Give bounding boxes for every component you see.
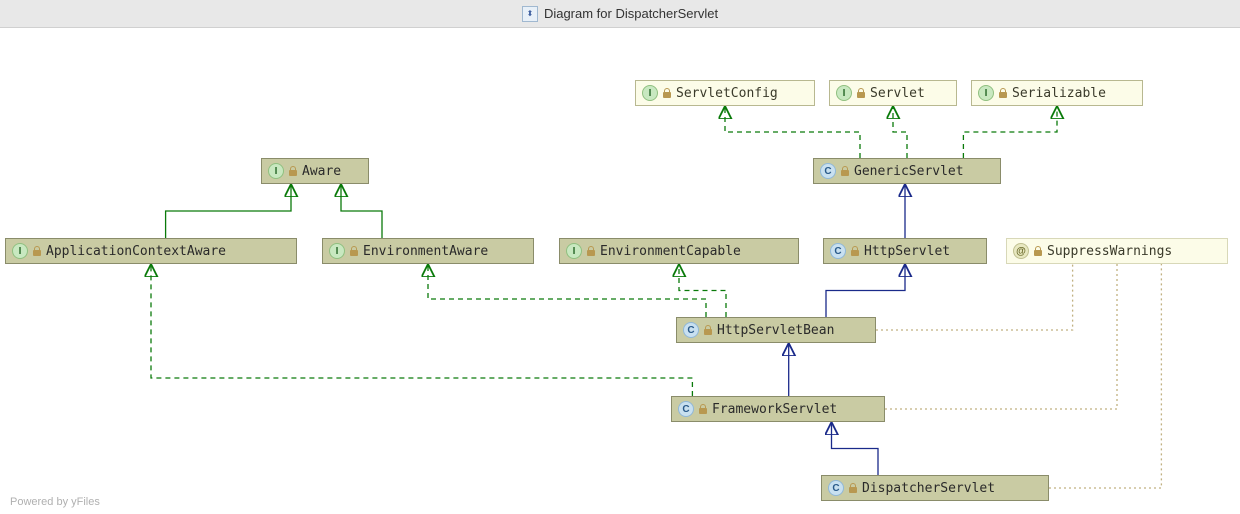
class-icon: C xyxy=(830,243,846,259)
interface-icon: I xyxy=(836,85,852,101)
lock-icon xyxy=(850,246,860,256)
node-Aware[interactable]: I Aware xyxy=(261,158,369,184)
diagram-icon: ⬍ xyxy=(522,6,538,22)
footer-text: Powered by yFiles xyxy=(10,496,100,508)
node-Serializable[interactable]: I Serializable xyxy=(971,80,1143,106)
lock-icon xyxy=(856,88,866,98)
interface-icon: I xyxy=(642,85,658,101)
interface-icon: I xyxy=(978,85,994,101)
node-label: EnvironmentAware xyxy=(363,244,488,259)
diagram-canvas: I ServletConfig I Servlet I Serializable I Awar… xyxy=(0,28,1240,514)
class-icon: C xyxy=(828,480,844,496)
interface-icon: I xyxy=(329,243,345,259)
node-GenericServlet[interactable]: C GenericServlet xyxy=(813,158,1001,184)
lock-icon xyxy=(698,404,708,414)
node-Servlet[interactable]: I Servlet xyxy=(829,80,957,106)
node-label: Serializable xyxy=(1012,86,1106,101)
lock-icon xyxy=(662,88,672,98)
node-FrameworkServlet[interactable]: C FrameworkServlet xyxy=(671,396,885,422)
node-label: HttpServlet xyxy=(864,244,950,259)
node-label: Servlet xyxy=(870,86,925,101)
interface-icon: I xyxy=(268,163,284,179)
node-DispatcherServlet[interactable]: C DispatcherServlet xyxy=(821,475,1049,501)
interface-icon: I xyxy=(566,243,582,259)
lock-icon xyxy=(349,246,359,256)
node-ApplicationContextAware[interactable]: I ApplicationContextAware xyxy=(5,238,297,264)
lock-icon xyxy=(703,325,713,335)
node-label: DispatcherServlet xyxy=(862,481,995,496)
node-label: Aware xyxy=(302,164,341,179)
node-label: SuppressWarnings xyxy=(1047,244,1172,259)
node-label: EnvironmentCapable xyxy=(600,244,741,259)
class-icon: C xyxy=(678,401,694,417)
class-icon: C xyxy=(683,322,699,338)
node-EnvironmentCapable[interactable]: I EnvironmentCapable xyxy=(559,238,799,264)
node-label: ServletConfig xyxy=(676,86,778,101)
node-label: HttpServletBean xyxy=(717,323,834,338)
class-icon: C xyxy=(820,163,836,179)
lock-icon xyxy=(1033,246,1043,256)
lock-icon xyxy=(288,166,298,176)
annotation-icon: @ xyxy=(1013,243,1029,259)
interface-icon: I xyxy=(12,243,28,259)
node-ServletConfig[interactable]: I ServletConfig xyxy=(635,80,815,106)
lock-icon xyxy=(840,166,850,176)
node-HttpServletBean[interactable]: C HttpServletBean xyxy=(676,317,876,343)
node-label: FrameworkServlet xyxy=(712,402,837,417)
node-HttpServlet[interactable]: C HttpServlet xyxy=(823,238,987,264)
node-label: ApplicationContextAware xyxy=(46,244,226,259)
node-label: GenericServlet xyxy=(854,164,964,179)
titlebar: ⬍ Diagram for DispatcherServlet xyxy=(0,0,1240,28)
lock-icon xyxy=(998,88,1008,98)
lock-icon xyxy=(32,246,42,256)
lock-icon xyxy=(586,246,596,256)
lock-icon xyxy=(848,483,858,493)
title-text: Diagram for DispatcherServlet xyxy=(544,6,718,21)
node-EnvironmentAware[interactable]: I EnvironmentAware xyxy=(322,238,534,264)
node-SuppressWarnings[interactable]: @ SuppressWarnings xyxy=(1006,238,1228,264)
